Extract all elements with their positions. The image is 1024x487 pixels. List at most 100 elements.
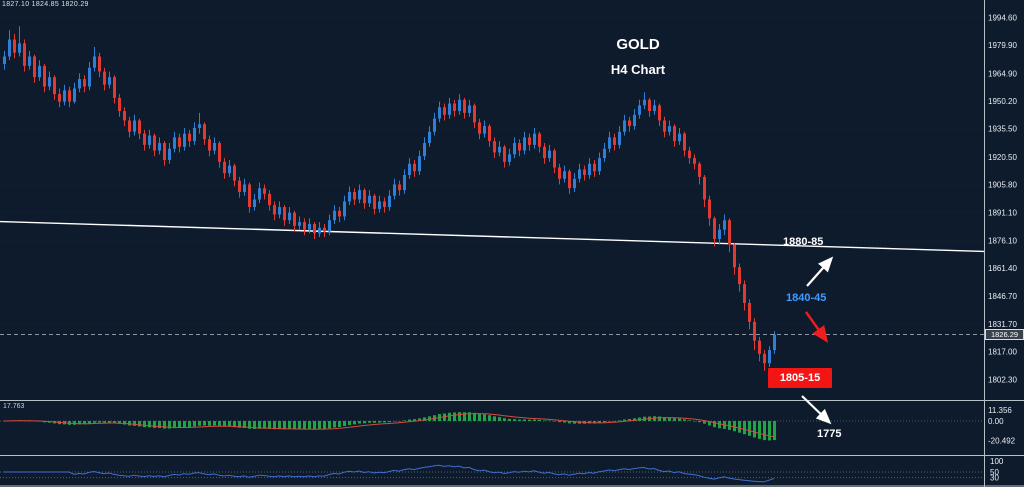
macd-histogram-bar <box>748 421 751 436</box>
candle-body <box>278 207 281 215</box>
candle-body <box>43 65 46 87</box>
price-axis-label: 1802.30 <box>988 375 1017 384</box>
candle-body <box>248 184 251 208</box>
candle-body <box>503 146 506 162</box>
macd-histogram-bar <box>663 417 666 421</box>
macd-histogram-bar <box>323 421 326 429</box>
macd-histogram-bar <box>528 419 531 421</box>
candle-body <box>483 126 486 134</box>
candle-body <box>218 143 221 162</box>
macd-histogram-bar <box>338 421 341 428</box>
macd-histogram-bar <box>468 412 471 421</box>
candle-body <box>78 79 81 89</box>
candle-body <box>103 71 106 85</box>
candle-body <box>338 210 341 217</box>
candle-body <box>378 201 381 209</box>
macd-histogram-bar <box>88 421 91 424</box>
chart-title-block: GOLD H4 Chart <box>558 36 718 77</box>
price-axis[interactable]: 1994.60 1979.90 1964.90 1950.20 1935.50 1920.… <box>988 13 1017 482</box>
macd-histogram-bar <box>603 421 606 423</box>
macd-histogram-bar <box>228 421 231 427</box>
candle-body <box>703 176 706 200</box>
macd-histogram-bar <box>523 419 526 421</box>
candle-body <box>343 201 346 217</box>
descending-trendline[interactable] <box>0 220 985 253</box>
candle-body <box>128 120 131 132</box>
macd-histogram-bar <box>353 421 356 425</box>
candle-body <box>223 161 226 174</box>
macd-histogram-bar <box>173 421 176 429</box>
candle-body <box>58 94 61 102</box>
candle-body <box>168 148 171 160</box>
macd-histogram-bar <box>398 421 401 422</box>
candle-body <box>728 220 731 245</box>
macd-histogram-bar <box>163 421 166 429</box>
candle-body <box>38 65 41 78</box>
macd-histogram-bar <box>773 421 776 441</box>
candle-body <box>33 56 36 78</box>
macd-histogram-bar <box>543 420 546 421</box>
candle-body <box>133 120 136 132</box>
price-axis-label: 1964.90 <box>988 69 1017 78</box>
candle-body <box>573 178 576 189</box>
price-axis-label: 1846.70 <box>988 292 1017 301</box>
candle-body <box>228 165 231 174</box>
candle-body <box>438 107 441 119</box>
chart-objects <box>0 220 985 253</box>
resistance-zone-label[interactable]: 1880-85 <box>783 236 824 248</box>
support-zone-box[interactable]: 1805-15 <box>768 368 832 388</box>
macd-histogram-bar <box>128 421 131 426</box>
macd-histogram-bar <box>193 421 196 427</box>
candle-body <box>668 126 671 132</box>
candle-body <box>303 222 306 230</box>
macd-histogram-bar <box>688 420 691 421</box>
candle-body <box>723 220 726 230</box>
macd-histogram-bar <box>383 421 386 423</box>
chart-title: GOLD <box>616 36 660 53</box>
macd-histogram-bar <box>678 418 681 421</box>
candle-body <box>198 124 201 128</box>
macd-histogram-bar <box>558 421 561 423</box>
candle-body <box>583 169 586 176</box>
macd-histogram-bar <box>368 421 371 423</box>
candle-body <box>348 191 351 202</box>
candle-body <box>638 105 641 115</box>
candle-body <box>18 43 21 53</box>
candle-body <box>153 135 156 151</box>
macd-histogram-bar <box>293 421 296 430</box>
candle-body <box>433 118 436 132</box>
candle-body <box>373 195 376 209</box>
macd-signal-line <box>3 413 775 438</box>
macd-histogram-bar <box>133 421 136 426</box>
macd-histogram-bar <box>118 421 121 424</box>
price-axis-label: 1979.90 <box>988 41 1017 50</box>
midzone-label[interactable]: 1840-45 <box>786 292 827 304</box>
macd-histogram-bar <box>423 417 426 421</box>
price-axis-label: 1817.00 <box>988 348 1017 357</box>
macd-histogram-bar <box>393 421 396 422</box>
macd-histogram-bar <box>153 421 156 428</box>
target-label[interactable]: 1775 <box>817 428 842 440</box>
candle-body <box>773 334 776 351</box>
macd-axis-label: 11.356 <box>988 406 1012 415</box>
candle-body <box>708 199 711 219</box>
macd-histogram-bar <box>448 412 451 421</box>
candle-body <box>713 218 716 240</box>
candle-body <box>233 165 236 181</box>
candle-body <box>48 77 51 87</box>
macd-histogram-bar <box>218 421 221 426</box>
candle-body <box>8 39 11 57</box>
macd-histogram-bar <box>168 421 171 429</box>
candle-body <box>123 111 126 121</box>
candle-body <box>693 158 696 164</box>
candle-body <box>698 163 701 177</box>
candle-body <box>533 133 536 145</box>
candle-body <box>758 340 761 354</box>
candle-body <box>208 139 211 151</box>
macd-histogram-bar <box>278 421 281 430</box>
macd-histogram-bar <box>408 419 411 421</box>
macd-histogram-bar <box>658 416 661 421</box>
